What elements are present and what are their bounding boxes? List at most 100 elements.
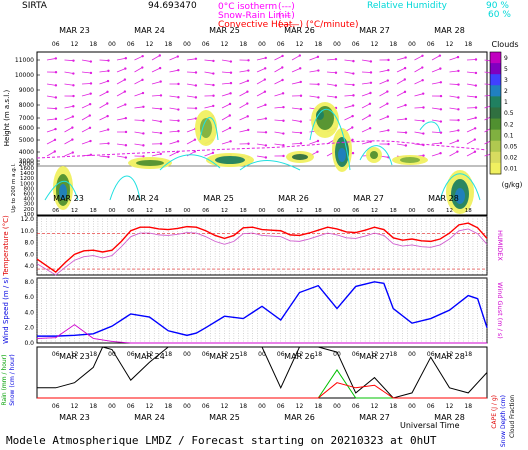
day-label-top: MAR 23 bbox=[59, 26, 90, 35]
wind-arrow-head bbox=[89, 139, 92, 143]
cloudfrac-ylabel: Cloud Fraction bbox=[509, 395, 516, 438]
wind-arrow-head bbox=[438, 54, 442, 57]
clouds-ylabel: Height (m a.s.l.) bbox=[3, 90, 11, 147]
day-label-top: MAR 25 bbox=[209, 26, 240, 35]
hour-label-top: 18 bbox=[89, 41, 97, 48]
wind-arrow-head bbox=[368, 126, 372, 130]
wind-arrow-head bbox=[352, 94, 355, 97]
hour-label: 18 bbox=[389, 351, 397, 358]
wind-arrow-head bbox=[264, 103, 267, 107]
wind-arrow-head bbox=[54, 96, 58, 99]
wind-arrow-head bbox=[124, 57, 128, 60]
wind-arrow-head bbox=[107, 59, 110, 62]
wind-arrow-head bbox=[264, 144, 268, 147]
wind-arrow bbox=[361, 59, 371, 62]
ytick-label: 11000 bbox=[15, 57, 34, 64]
wind-arrow bbox=[449, 151, 458, 157]
wind-arrow-head bbox=[316, 55, 320, 59]
hour-label-inner: 06 bbox=[202, 208, 209, 214]
wind-arrows bbox=[46, 54, 495, 159]
wind-arrow-head bbox=[264, 131, 268, 134]
wind-arrow bbox=[256, 104, 266, 109]
day-label-bottom: MAR 28 bbox=[434, 413, 465, 422]
wind-arrow-head bbox=[107, 155, 110, 159]
wind-arrow bbox=[99, 115, 108, 121]
legend-label: Snow-Rain Limit bbox=[218, 11, 291, 21]
hour-label-inner: 18 bbox=[315, 208, 322, 214]
wind-arrow-head bbox=[194, 57, 198, 60]
series-line bbox=[36, 324, 487, 344]
day-label-top: MAR 24 bbox=[134, 26, 165, 35]
wind-arrow-head bbox=[124, 156, 128, 159]
day-label-bottom: MAR 24 bbox=[134, 413, 165, 422]
wind-arrow bbox=[204, 71, 214, 74]
hour-label: 18 bbox=[164, 351, 172, 358]
wind-arrow-head bbox=[177, 82, 180, 86]
day-label-inner: MAR 26 bbox=[278, 194, 309, 203]
wind-arrow bbox=[99, 103, 108, 109]
scale-value: 0.1 bbox=[504, 132, 514, 139]
wind-arrow-head bbox=[246, 79, 250, 82]
wind-arrow-head bbox=[106, 128, 110, 131]
wind-arrow-head bbox=[194, 84, 198, 87]
wind-arrow bbox=[99, 59, 109, 61]
wind-arrow-head bbox=[386, 115, 390, 118]
hour-label-top: 06 bbox=[427, 41, 435, 48]
hour-label-bottom: 06 bbox=[352, 403, 360, 410]
wind-arrow bbox=[449, 70, 459, 73]
wind-arrow-head bbox=[211, 151, 215, 155]
wind-arrow bbox=[64, 152, 73, 157]
wind-arrow-head bbox=[369, 60, 373, 63]
wind-arrow-head bbox=[299, 131, 303, 135]
hour-label-bottom: 18 bbox=[389, 403, 397, 410]
wind-arrow bbox=[326, 95, 336, 98]
hour-label-top: 12 bbox=[71, 41, 79, 48]
wind-arrow bbox=[151, 131, 161, 134]
legend-label: Convective Heat. bbox=[218, 20, 295, 30]
wind-arrow bbox=[396, 67, 406, 73]
wind-arrow-head bbox=[351, 151, 355, 155]
wind-arrow-head bbox=[422, 132, 425, 135]
wind-arrow-head bbox=[88, 126, 92, 130]
wind-arrow-head bbox=[403, 78, 406, 81]
hour-label-top: 18 bbox=[314, 41, 322, 48]
hour-label-inner: 12 bbox=[71, 208, 78, 214]
hour-label-inner: 18 bbox=[390, 208, 397, 214]
wind-arrow-head bbox=[387, 142, 390, 146]
wind-arrow-head bbox=[334, 84, 338, 87]
rh-contours bbox=[44, 108, 481, 201]
hour-label-inner: 00 bbox=[184, 208, 191, 214]
cloud-blob bbox=[316, 110, 324, 120]
hour-label-bottom: 00 bbox=[333, 403, 341, 410]
wind-arrow-head bbox=[212, 94, 215, 97]
wind-arrow bbox=[256, 79, 266, 85]
wind-arrow-head bbox=[404, 117, 408, 121]
wind-arrow-head bbox=[439, 94, 443, 98]
hour-label: 06 bbox=[352, 351, 360, 358]
wind-arrow-head bbox=[404, 144, 408, 147]
wind-arrow-head bbox=[72, 94, 75, 98]
wind-arrow bbox=[361, 127, 371, 133]
wind-arrow-head bbox=[89, 60, 93, 63]
wind-arrow bbox=[239, 80, 249, 85]
wind-arrow-head bbox=[439, 81, 443, 84]
wind-arrow-head bbox=[299, 67, 302, 70]
hour-label-top: 06 bbox=[352, 41, 360, 48]
wind-arrow-head bbox=[316, 150, 319, 154]
wind-arrow bbox=[46, 118, 56, 121]
scale-unit: (g/kg) bbox=[502, 181, 523, 189]
rh-contour bbox=[44, 180, 79, 201]
ytick-label: 10000 bbox=[15, 72, 34, 79]
wind-arrow bbox=[204, 83, 214, 86]
wind-arrow-head bbox=[177, 96, 180, 99]
ytick-label: 4.0 bbox=[24, 263, 34, 270]
wind-arrow-head bbox=[159, 131, 163, 135]
wind-arrow-head bbox=[246, 115, 249, 118]
hour-label-bottom: 18 bbox=[314, 403, 322, 410]
cloud-blob bbox=[136, 160, 164, 166]
station-coords: 94.693470 bbox=[148, 1, 197, 11]
wind-arrow-head bbox=[439, 131, 443, 134]
wind-arrow-head bbox=[439, 108, 443, 111]
ytick-label: 6.0 bbox=[24, 251, 34, 258]
wind-arrow-head bbox=[71, 151, 75, 154]
